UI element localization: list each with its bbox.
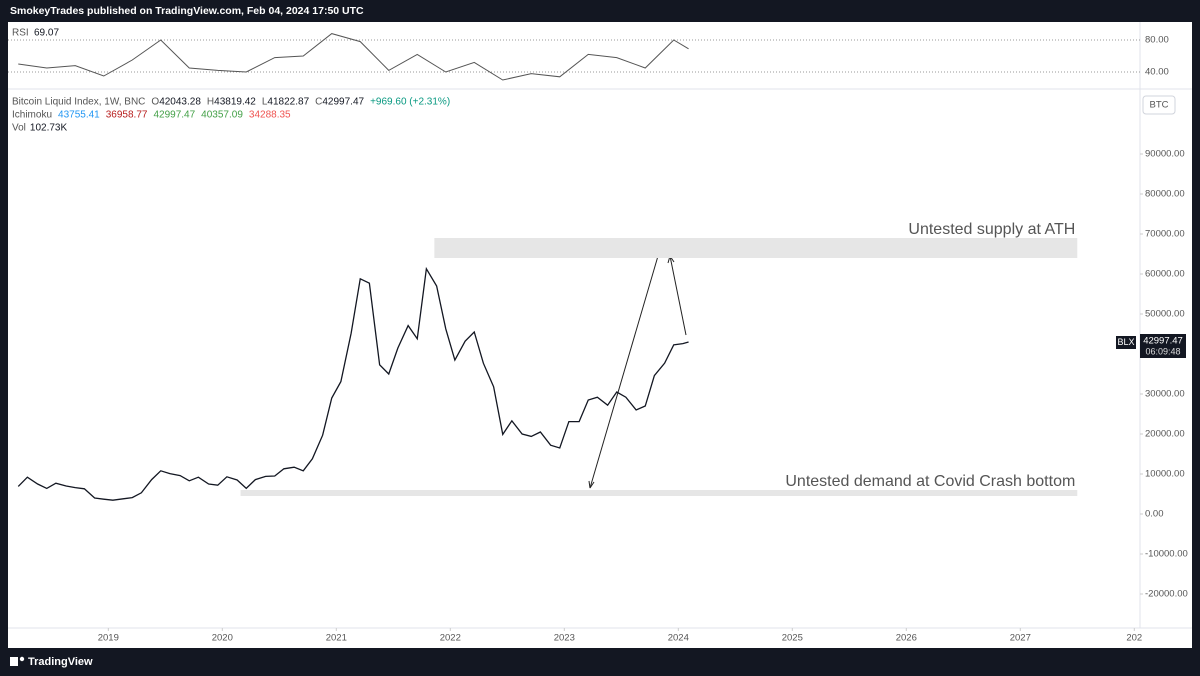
rsi-label: RSI: [12, 28, 29, 39]
x-tick-label: 2019: [98, 633, 119, 644]
legend-text: +969.60 (+2.31%): [370, 97, 450, 108]
price-badge: 42997.47: [1143, 336, 1183, 347]
badge-symbol: BLX: [1117, 337, 1134, 347]
y-tick-label: 80000.00: [1145, 189, 1185, 200]
legend-text: 40357.09: [201, 110, 243, 121]
price-badge-bg: [1140, 334, 1186, 358]
y-tick-label: 0.00: [1145, 509, 1164, 520]
y-tick-label: 10000.00: [1145, 469, 1185, 480]
arrow-line: [669, 255, 687, 336]
legend-text: 102.73K: [30, 123, 68, 134]
price-line: [17, 266, 689, 501]
legend-text: 42997.47: [153, 110, 195, 121]
y-tick-label: -10000.00: [1145, 549, 1188, 560]
rsi-tick-label: 40.00: [1145, 67, 1169, 78]
legend-text: 43755.41: [58, 110, 100, 121]
y-tick-label: -20000.00: [1145, 589, 1188, 600]
y-tick-label: 20000.00: [1145, 429, 1185, 440]
x-tick-label: 2025: [782, 633, 803, 644]
legend-text: O: [151, 97, 159, 108]
legend-text: H: [207, 97, 214, 108]
y-tick-label: 90000.00: [1145, 149, 1185, 160]
x-tick-label: 2021: [326, 633, 347, 644]
legend-text: 41822.87: [267, 97, 309, 108]
arrow-head: [588, 480, 595, 489]
y-tick-label: 70000.00: [1145, 229, 1185, 240]
logo: [10, 656, 25, 666]
x-tick-label: 202: [1126, 633, 1142, 644]
rsi-tick-label: 80.00: [1145, 35, 1169, 46]
zone: [434, 238, 1078, 258]
legend-text: C: [315, 97, 322, 108]
x-tick-label: 2020: [212, 633, 233, 644]
legend-text: Bitcoin Liquid Index, 1W, BNC: [12, 97, 145, 108]
zone-label: Untested demand at Covid Crash bottom: [785, 473, 1075, 490]
rsi-line: [18, 33, 689, 81]
legend-text: 42997.47: [322, 97, 364, 108]
x-tick-label: 2027: [1010, 633, 1031, 644]
legend-text: 43819.42: [214, 97, 256, 108]
legend-text: Ichimoku: [12, 110, 52, 121]
x-tick-label: 2023: [554, 633, 575, 644]
brand: TradingView: [28, 656, 93, 668]
y-tick-label: 50000.00: [1145, 309, 1185, 320]
chart-canvas: [8, 22, 1192, 648]
zone-label: Untested supply at ATH: [908, 221, 1075, 238]
legend-text: L: [262, 97, 268, 108]
x-tick-label: 2026: [896, 633, 917, 644]
countdown: 06:09:48: [1145, 346, 1180, 356]
legend-text: Vol: [12, 123, 26, 134]
zone: [240, 490, 1078, 496]
legend-text: 42043.28: [159, 97, 201, 108]
badge-symbol-bg: [1116, 336, 1136, 349]
x-tick-label: 2022: [440, 633, 461, 644]
legend-text: 34288.35: [249, 110, 291, 121]
symbol-button-label[interactable]: BTC: [1150, 100, 1169, 111]
symbol-button[interactable]: [1142, 95, 1176, 115]
y-tick-label: 30000.00: [1145, 389, 1185, 400]
arrow-line: [589, 255, 659, 489]
publisher: SmokeyTrades published on TradingView.co…: [10, 5, 364, 17]
x-tick-label: 2024: [668, 633, 689, 644]
rsi-value: 69.07: [34, 28, 59, 39]
legend-text: 36958.77: [106, 110, 148, 121]
y-tick-label: 60000.00: [1145, 269, 1185, 280]
